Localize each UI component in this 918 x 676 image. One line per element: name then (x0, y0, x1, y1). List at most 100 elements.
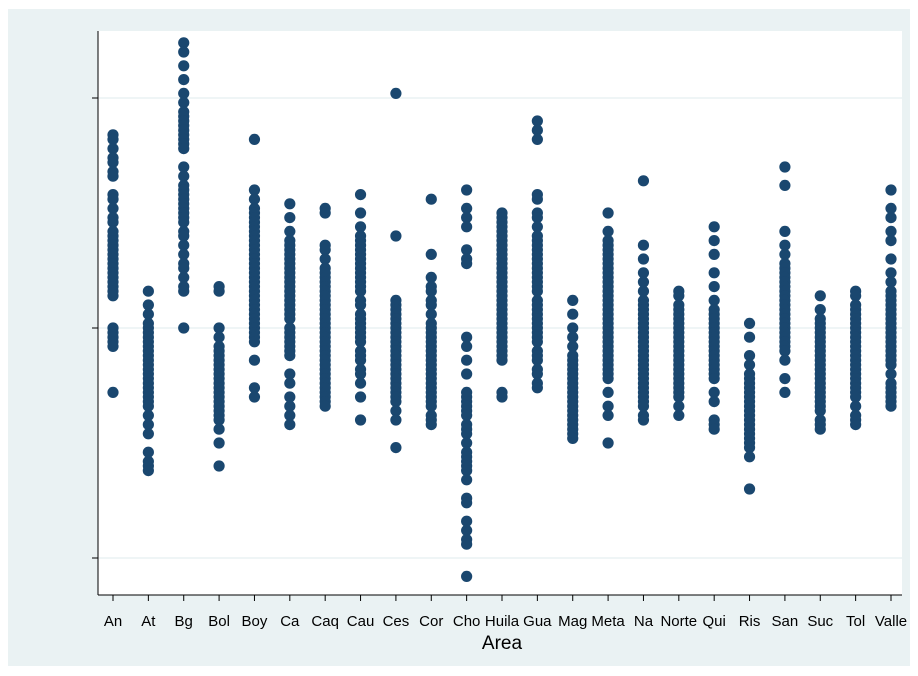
data-point-an (107, 170, 119, 182)
x-tick-label-bol: Bol (208, 613, 230, 630)
data-point-mag (567, 294, 579, 306)
data-point-ca (284, 409, 296, 421)
data-point-cho (461, 368, 473, 380)
data-point-valle (885, 212, 897, 224)
x-tick-label-cor: Cor (419, 613, 443, 630)
x-axis-title: Area (482, 633, 523, 654)
x-tick-label-bg: Bg (175, 613, 193, 630)
data-point-cau (354, 221, 367, 233)
data-point-at (142, 465, 154, 477)
x-tick-label-valle: Valle (875, 613, 907, 630)
data-point-an (107, 202, 119, 214)
data-point-cor (425, 400, 437, 412)
data-point-boy (248, 391, 261, 403)
data-point-an (107, 340, 119, 352)
data-point-mag (567, 308, 579, 320)
data-point-ris (743, 442, 756, 454)
x-tick-label-ris: Ris (739, 613, 761, 630)
data-point-cho (461, 538, 473, 550)
data-point-cau (354, 377, 367, 389)
data-point-bg (178, 271, 190, 283)
data-point-cor (425, 419, 437, 431)
data-point-cor (425, 308, 437, 320)
data-point-meta (602, 225, 614, 237)
data-point-ris (743, 359, 756, 371)
data-point-tol (850, 400, 862, 412)
x-tick-label-mag: Mag (558, 613, 587, 630)
data-point-gua (531, 368, 543, 380)
data-point-valle (885, 359, 897, 371)
x-tick-label-at: At (141, 613, 156, 630)
x-tick-label-tol: Tol (846, 613, 865, 630)
data-point-bg (178, 60, 190, 72)
data-point-gua (531, 285, 543, 297)
data-point-qui (708, 248, 720, 260)
data-point-an (107, 143, 119, 155)
data-point-meta (602, 373, 614, 385)
data-point-suc (814, 405, 826, 417)
data-point-mag (567, 340, 579, 352)
data-point-bol (213, 423, 225, 435)
data-point-boy (248, 184, 261, 196)
data-point-valle (885, 276, 897, 288)
data-point-meta (602, 400, 614, 412)
data-point-qui (708, 386, 720, 398)
x-tick-label-san: San (772, 613, 799, 630)
data-point-ca (284, 198, 296, 210)
data-point-tol (850, 391, 862, 403)
data-point-cau (354, 336, 367, 348)
x-tick-label-an: An (104, 613, 122, 630)
data-point-cho (461, 331, 473, 343)
x-tick-label-qui: Qui (703, 613, 726, 630)
data-point-san (779, 248, 791, 260)
data-point-ces (390, 87, 402, 99)
data-point-valle (885, 400, 897, 412)
data-point-qui (708, 267, 720, 279)
data-point-cho (461, 428, 473, 440)
data-point-valle (885, 368, 897, 380)
data-point-suc (814, 304, 826, 316)
data-point-gua (531, 115, 543, 127)
data-point-san (779, 345, 791, 357)
data-point-ca (284, 391, 296, 403)
data-point-ca (284, 225, 296, 237)
data-point-qui (708, 281, 720, 293)
data-points (107, 37, 897, 583)
data-point-na (637, 239, 650, 251)
data-point-cau (354, 299, 367, 311)
data-point-an (107, 133, 119, 145)
data-point-caq (319, 244, 331, 256)
data-point-bg (178, 74, 190, 86)
data-point-cho (461, 437, 473, 449)
data-point-cau (354, 207, 367, 219)
data-point-cho (461, 340, 473, 352)
data-point-qui (708, 221, 720, 233)
data-point-gua (531, 221, 543, 233)
data-point-at (142, 419, 154, 431)
data-point-san (779, 354, 791, 366)
data-point-san (779, 179, 791, 191)
data-point-qui (708, 294, 720, 306)
x-tick-label-na: Na (634, 613, 654, 630)
data-point-cho (461, 524, 473, 537)
data-point-ca (284, 368, 296, 380)
data-point-cau (354, 391, 367, 403)
data-point-na (637, 175, 650, 187)
data-point-bol (213, 285, 225, 297)
data-point-norte (673, 290, 685, 302)
data-point-cho (461, 202, 473, 214)
data-point-ces (390, 396, 402, 408)
data-point-cor (425, 248, 437, 260)
data-point-ris (743, 331, 756, 343)
data-point-bg (178, 322, 190, 334)
data-point-cho (461, 212, 473, 224)
x-tick-label-cho: Cho (453, 613, 481, 630)
x-tick-label-cau: Cau (347, 613, 375, 630)
data-point-gua (531, 193, 543, 205)
data-point-mag (567, 322, 579, 334)
data-point-cor (425, 271, 437, 283)
data-point-bg (178, 239, 190, 251)
data-point-cho (461, 258, 473, 270)
data-point-qui (708, 235, 720, 247)
